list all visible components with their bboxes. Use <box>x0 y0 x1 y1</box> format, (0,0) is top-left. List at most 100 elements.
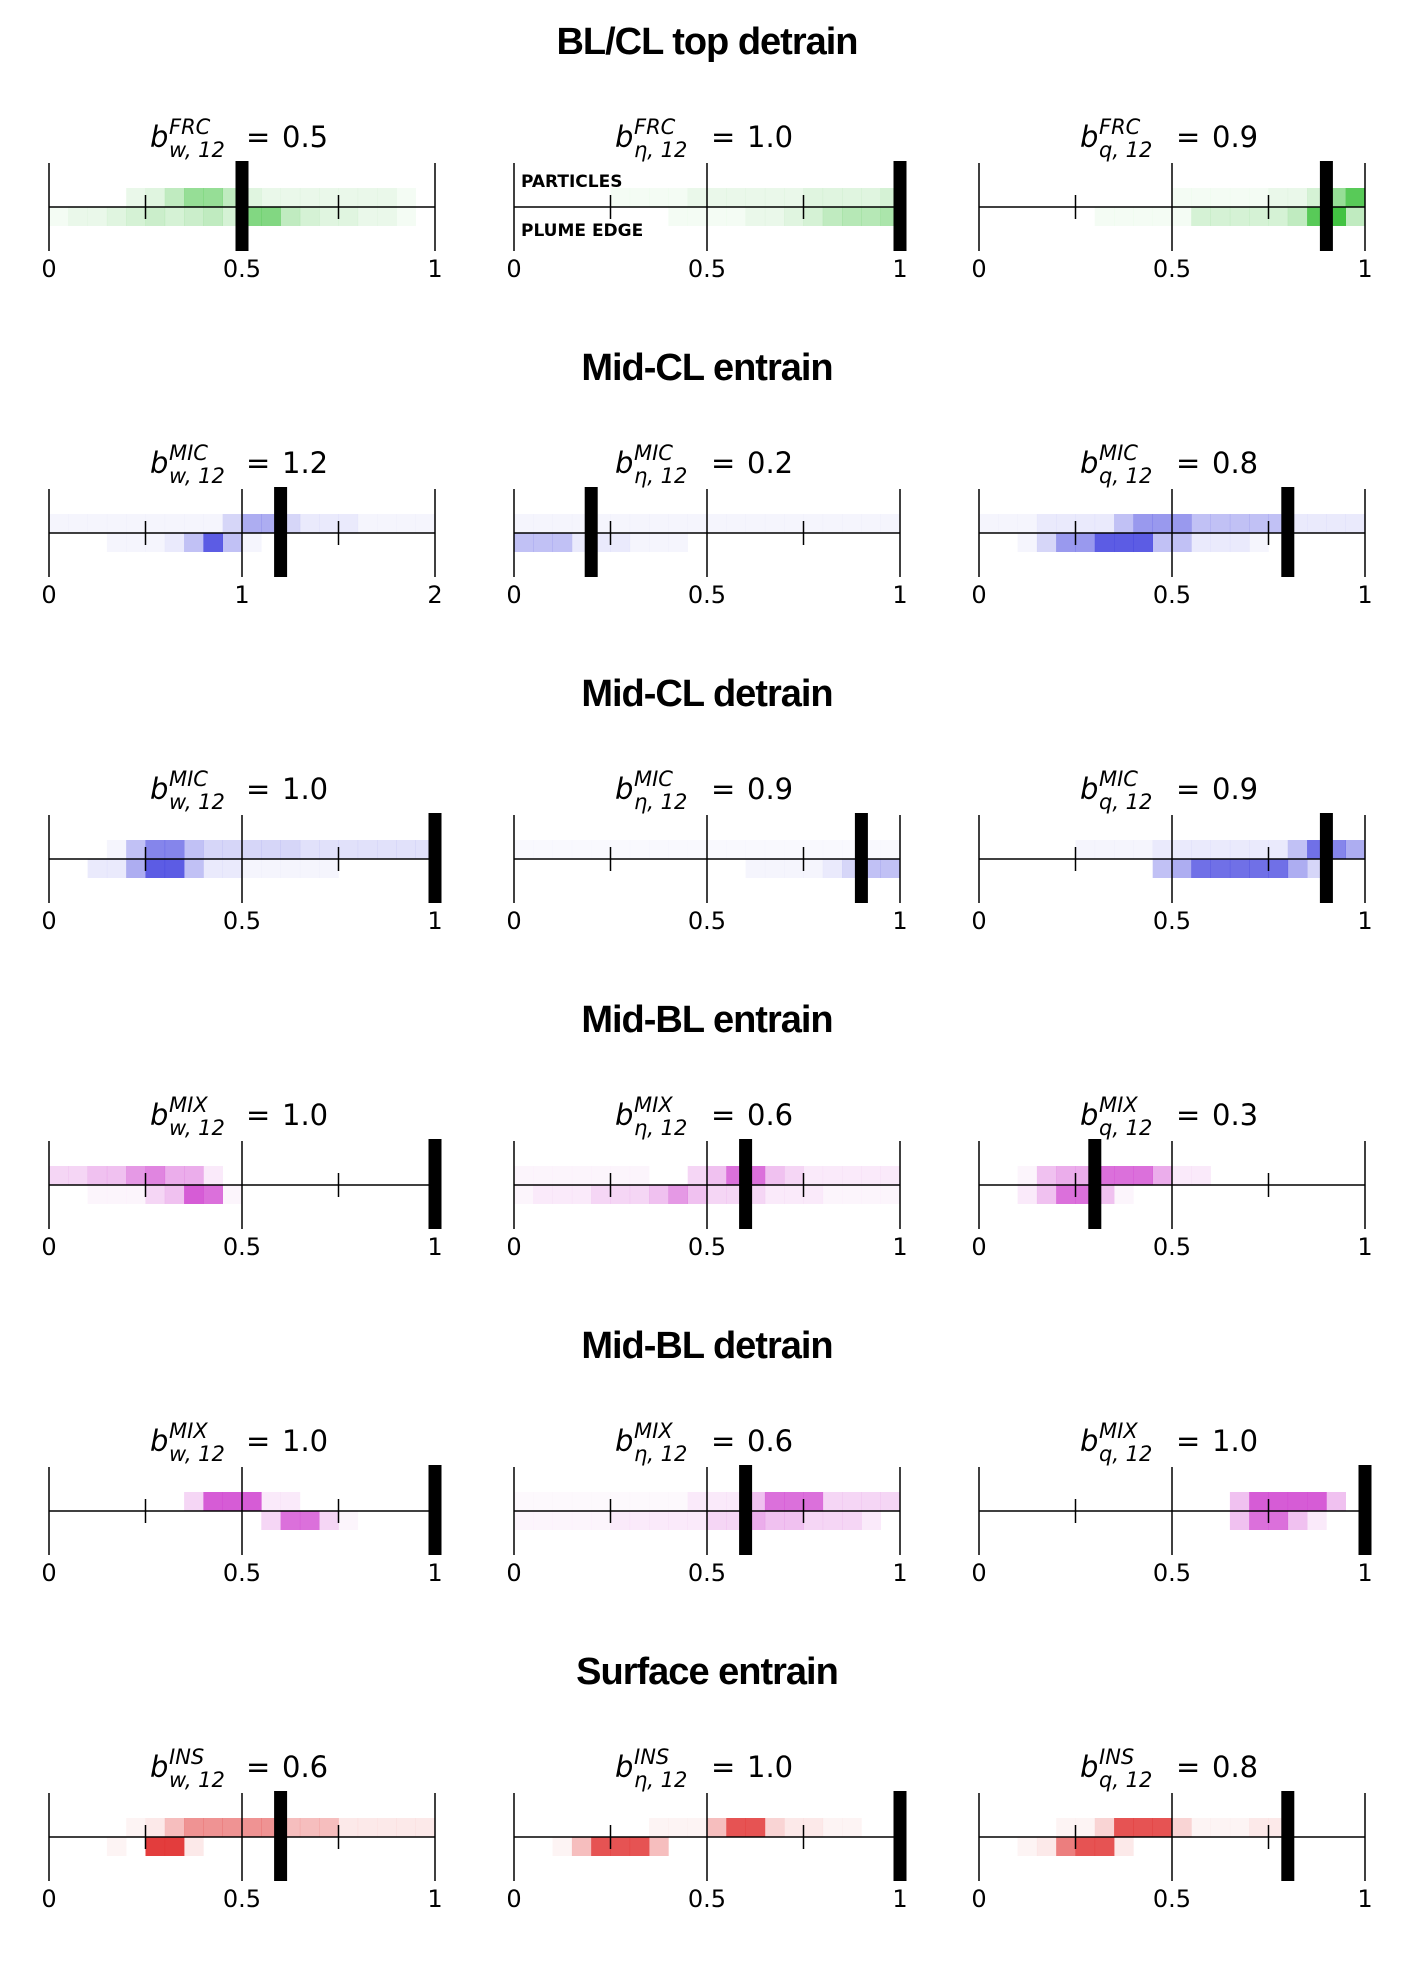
heat-cell <box>1191 1185 1211 1204</box>
heat-cell <box>1211 1837 1231 1856</box>
heat-cell <box>49 1511 69 1530</box>
label-sub: η, 12 <box>634 464 687 488</box>
heat-cell <box>203 188 223 207</box>
label-eq: = <box>711 1098 735 1132</box>
heat-cell <box>1152 207 1173 226</box>
heat-cell <box>1346 1166 1366 1185</box>
heat-cell <box>842 188 862 207</box>
heat-cell <box>611 1818 631 1837</box>
heat-cell <box>242 1166 262 1185</box>
heat-cell <box>842 1492 862 1511</box>
label-value: 0.5 <box>282 120 328 154</box>
value-bar <box>739 1465 753 1555</box>
label-value: 1.0 <box>747 1750 793 1784</box>
heat-cell <box>1114 1818 1134 1837</box>
heat-cell <box>261 859 281 878</box>
heat-cell <box>280 1492 301 1511</box>
heat-cell <box>377 840 397 859</box>
heat-cell <box>784 207 804 226</box>
heat-cell <box>203 840 223 859</box>
heat-cell <box>1114 840 1134 859</box>
heat-cell <box>339 859 359 878</box>
label-base: b <box>1080 772 1098 806</box>
heat-cell <box>319 1492 339 1511</box>
x-tick-label: 0 <box>506 1559 521 1587</box>
heat-cell <box>514 1511 534 1530</box>
heat-cell <box>533 1166 553 1185</box>
heat-cell <box>765 840 785 859</box>
heat-cell <box>765 1837 785 1856</box>
row-title: Mid-BL entrain <box>581 999 832 1041</box>
heat-cell <box>514 1166 534 1185</box>
heat-cell <box>553 1492 573 1511</box>
heat-cell <box>1172 859 1192 878</box>
label-sup: MIX <box>169 1093 208 1117</box>
heat-cell <box>184 1492 204 1511</box>
heat-cell <box>1191 207 1211 226</box>
heat-cell <box>998 840 1018 859</box>
x-tick-label: 0 <box>506 581 521 609</box>
heat-cell <box>746 840 766 859</box>
heat-cell <box>861 1166 881 1185</box>
heat-cell <box>145 1818 166 1837</box>
heat-cell <box>533 533 553 552</box>
heat-cell <box>707 1837 727 1856</box>
heat-cell <box>591 840 611 859</box>
heat-cell <box>1056 207 1076 226</box>
heat-cell <box>707 1492 727 1511</box>
heat-cell <box>764 1492 785 1511</box>
heat-cell <box>1094 207 1115 226</box>
heat-cell <box>396 1185 416 1204</box>
heat-cell <box>880 514 901 533</box>
heat-cell <box>107 1492 127 1511</box>
heat-cell <box>822 859 843 878</box>
x-tick-label: 1 <box>1357 1559 1372 1587</box>
heat-cell <box>1346 859 1366 878</box>
heat-cell <box>1133 1185 1153 1204</box>
heat-cell <box>726 188 746 207</box>
label-value: 0.9 <box>1212 120 1258 154</box>
heat-cell <box>1345 840 1366 859</box>
heat-cell <box>68 840 88 859</box>
label-base: b <box>615 120 633 154</box>
annotation: PARTICLES <box>521 172 622 192</box>
heat-cell <box>1268 207 1289 226</box>
label-value: 0.9 <box>1212 772 1258 806</box>
row-title: Surface entrain <box>576 1651 838 1693</box>
heat-cell <box>707 840 727 859</box>
heat-cell <box>49 1185 69 1204</box>
heat-cell <box>164 1837 185 1856</box>
heat-cell <box>1114 533 1134 552</box>
label-value: 0.2 <box>747 446 793 480</box>
label-sub: w, 12 <box>169 1768 225 1792</box>
x-tick-label: 0.5 <box>688 907 726 935</box>
heat-cell <box>1133 1837 1153 1856</box>
heat-cell <box>1037 207 1057 226</box>
heat-cell <box>1229 840 1250 859</box>
heat-cell <box>299 207 320 226</box>
heat-cell <box>1056 1837 1076 1856</box>
heat-cell <box>880 1492 901 1511</box>
heat-cell <box>687 1492 708 1511</box>
heat-cell <box>1114 514 1134 533</box>
heat-cell <box>126 207 146 226</box>
heat-cell <box>49 840 69 859</box>
label-eq: = <box>246 772 270 806</box>
heat-cell <box>1210 533 1231 552</box>
heat-cell <box>281 1166 301 1185</box>
heat-cell <box>300 533 320 552</box>
heat-cell <box>1037 859 1057 878</box>
heat-cell <box>126 514 146 533</box>
x-tick-label: 0.5 <box>1153 907 1191 935</box>
x-tick-label: 1 <box>892 1559 907 1587</box>
x-tick-label: 0.5 <box>1153 255 1191 283</box>
label-base: b <box>615 446 633 480</box>
heat-cell <box>668 1492 688 1511</box>
label-sup: INS <box>169 1745 204 1769</box>
heat-cell <box>649 1837 669 1856</box>
x-tick-label: 1 <box>427 1559 442 1587</box>
heat-cell <box>1056 840 1076 859</box>
heat-cell <box>222 859 243 878</box>
heat-cell <box>357 1818 378 1837</box>
heat-cell <box>842 1511 862 1530</box>
